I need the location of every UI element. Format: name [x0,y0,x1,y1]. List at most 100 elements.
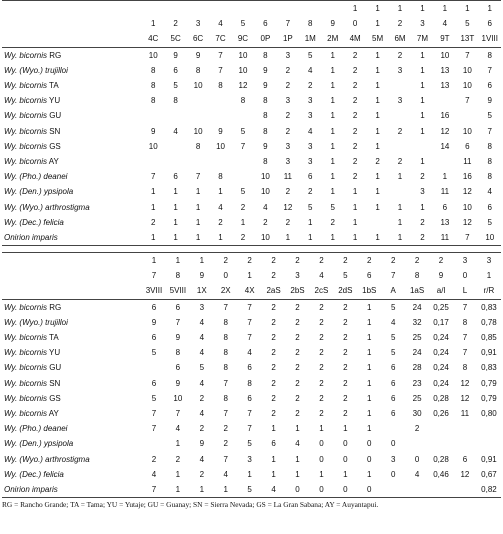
cell: 9 [263,65,268,75]
cell [389,78,411,93]
table-2: 1 1 1 2 2 2 2 2 2 2 2 2 2 3 3 7 8 9 0 1 2 3 4 5 6 7 8 9 0 1 3VIII 5VIII… [2,252,501,498]
corner-cell [2,31,142,48]
data-row: Wy. (Pho.) deanei 7 4 2 2 7 1 1 1 1 1 2 [2,421,501,436]
data-row: Wy. (Wyo.) arthrostigma 2 2 4 7 3 1 1 0 0 0 3 0 0,28 6… [2,451,501,466]
cell: 1 [375,50,380,60]
header-cell: 6 [263,19,268,29]
corner-cell [2,283,142,300]
cell [389,184,411,199]
cell: 10 [173,393,183,403]
cell: 1 [218,187,223,197]
row-label: Wy. bicornis GU [2,108,142,123]
header-cell: 0P [254,31,277,48]
header-cell: 2 [438,256,444,266]
taxon-name: Wy. (Pho.) deanei [4,172,68,182]
cell: 3 [308,111,313,121]
cell: 6 [151,333,157,343]
cell: 5 [173,81,178,91]
cell: 2 [352,141,358,151]
taxon-name: Onirion imparis [4,232,58,242]
header-cell: 4X [237,283,262,300]
cell: 1 [330,81,335,91]
header-cell: 2 [414,256,420,266]
cell: 8 [150,65,156,75]
cell: 2 [352,81,358,91]
row-label: Wy. (Den.) ypsipola [2,436,142,451]
cell: 2 [240,232,246,242]
header-cell: 9 [330,19,335,29]
row-label: Wy. bicornis SN [2,124,142,139]
cell: 1 [352,217,358,227]
header-cell: 2 [247,256,252,266]
header-cell: 6 [367,271,372,281]
cell: 8 [223,348,228,358]
cell: 4 [199,317,205,327]
row-label: Wy. bicornis GU [2,360,142,375]
cell: 7 [195,172,201,182]
taxon-name: Wy. bicornis [4,96,47,106]
cell: 6 [247,363,252,373]
cell: 4 [295,439,300,449]
cell: 9 [199,439,205,449]
taxon-name: Wy. bicornis [4,126,47,136]
cell: 5 [151,348,157,358]
header-cell: 6C [186,31,210,48]
corner-cell [2,253,142,269]
cell [164,139,186,154]
cell: 2 [343,408,348,418]
cell: 1 [375,96,380,106]
cell: 3 [420,187,425,197]
cell: 2 [218,217,223,227]
cell [453,436,477,451]
cell: 3 [397,65,403,75]
cell: 24 [412,302,422,312]
cell: 3 [308,141,313,151]
cell: 13 [440,217,450,227]
header-cell: L [452,283,477,300]
cell: 5 [151,393,157,403]
header-cell [187,1,209,17]
header-cell: 7 [151,271,157,281]
header-cell: 1X [189,283,214,300]
cell [429,436,453,451]
cell: 6 [465,141,470,151]
cell: 3 [285,156,291,166]
cell: 9 [218,126,223,136]
taxon-name: Onirion imparis [4,484,58,494]
population: SN [49,378,61,388]
header-cell: 8 [414,271,420,281]
header-cell: 2 [271,271,276,281]
cell: 2 [352,96,358,106]
header-cell: 8 [175,271,181,281]
cell: 25 [412,393,422,403]
cell: 11 [283,172,292,182]
cell: 1 [420,96,425,106]
data-row: Wy. bicornis RG 6 6 3 7 7 2 2 2 2 1 5 24 0,25 7 0,83 [2,299,501,315]
header-cell: 2M [321,31,344,48]
cell: 1 [367,378,372,388]
cell [477,421,501,436]
header-cell: 3 [486,256,492,266]
taxon-name: Wy. bicornis [4,363,47,373]
cell: 10 [440,50,450,60]
cell: 0,80 [481,408,497,418]
cell: 4 [199,333,205,343]
cell: 7 [487,126,492,136]
row-label: Wy. (Wyo.) arthrostigma [2,199,142,214]
cell: 4 [308,126,313,136]
cell: 10 [462,65,472,75]
cell: 3 [285,50,291,60]
cell: 1 [295,469,300,479]
cell: 11 [440,187,450,197]
cell: 10 [462,81,472,91]
cell: 0 [319,454,324,464]
cell: 5 [247,484,252,494]
header-row: 1 2 3 4 5 6 7 8 9 0 1 2 3 4 5 6 [2,16,501,31]
header-cell: 1 [486,271,492,281]
cell: 2 [319,317,324,327]
cell: 5 [240,126,246,136]
cell: 2 [285,65,291,75]
header-row: 4C 5C 6C 7C 9C 0P 1P 1M 2M 4M 5M 6M 7M 9T 13T 1VIII [2,31,501,48]
cell: 2 [240,202,246,212]
cell: 2 [199,469,205,479]
